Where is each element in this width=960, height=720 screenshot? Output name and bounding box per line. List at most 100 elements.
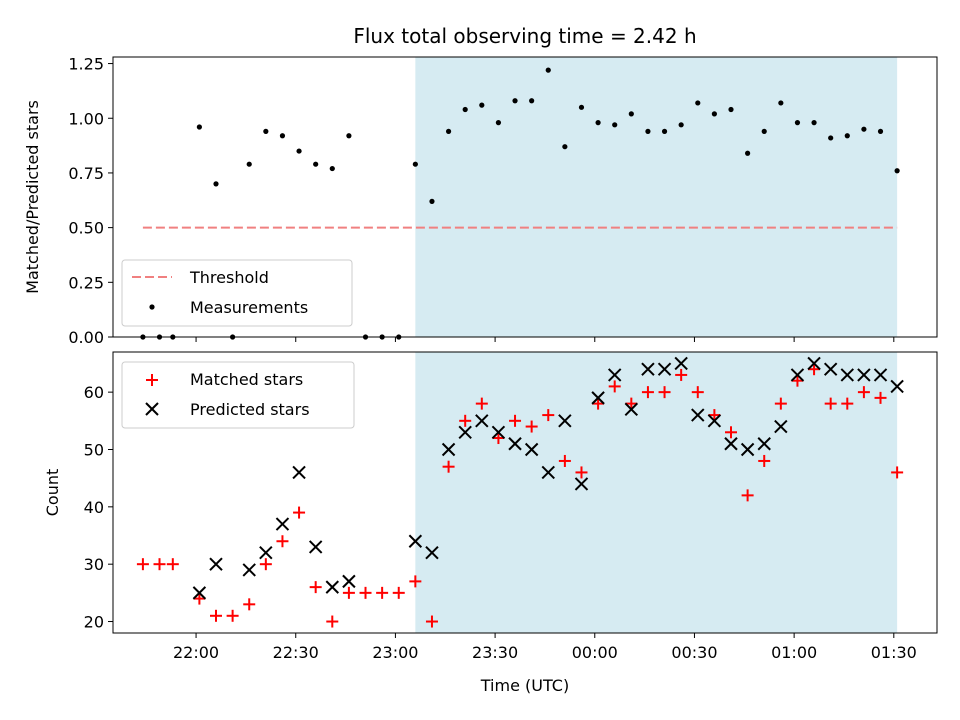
predicted-marker bbox=[508, 437, 522, 451]
predicted-marker bbox=[541, 465, 555, 480]
bottom-panel: 20 30 40 50 60 22:00 22:30 23:00 23:30 00:00 00:3… bbox=[43, 351, 938, 695]
measurement-point bbox=[828, 135, 834, 141]
top-y-tick-label: 1.00 bbox=[68, 109, 104, 128]
bottom-y-tick-label: 20 bbox=[84, 613, 104, 632]
matched-marker bbox=[136, 558, 149, 571]
x-tick-label: 00:00 bbox=[572, 643, 618, 662]
predicted-marker bbox=[857, 368, 871, 382]
measurement-point bbox=[728, 106, 734, 113]
predicted-marker bbox=[807, 356, 821, 371]
measurement-point bbox=[429, 198, 435, 204]
measurement-point bbox=[778, 100, 784, 106]
matched-marker bbox=[492, 432, 505, 445]
matched-marker bbox=[824, 397, 837, 410]
matched-marker bbox=[193, 592, 206, 605]
measurement-point bbox=[695, 100, 701, 106]
predicted-star-markers bbox=[192, 356, 904, 600]
measurement-point bbox=[745, 150, 751, 156]
top-legend: Threshold Measurements bbox=[121, 259, 353, 327]
predicted-marker bbox=[707, 414, 722, 428]
top-axes-frame bbox=[112, 56, 938, 338]
matched-star-markers bbox=[136, 363, 904, 628]
measurement-point bbox=[313, 161, 319, 167]
predicted-marker bbox=[757, 437, 771, 451]
matched-marker bbox=[376, 586, 389, 599]
measurement-point bbox=[545, 67, 551, 73]
predicted-marker bbox=[475, 414, 489, 428]
measurement-point bbox=[445, 128, 452, 134]
measurement-point bbox=[678, 122, 684, 128]
matched-marker bbox=[874, 391, 887, 404]
matched-marker bbox=[475, 397, 488, 410]
matched-marker bbox=[226, 609, 239, 622]
predicted-marker bbox=[691, 408, 705, 422]
bottom-y-axis-label: Count bbox=[43, 469, 62, 517]
measurement-point bbox=[761, 128, 767, 134]
measurement-point bbox=[512, 98, 518, 104]
measurement-point bbox=[296, 148, 302, 154]
matched-marker bbox=[276, 535, 289, 548]
chart-title: Flux total observing time = 2.42 h bbox=[353, 24, 696, 48]
predicted-marker bbox=[558, 414, 572, 428]
predicted-marker bbox=[275, 517, 290, 531]
predicted-marker bbox=[740, 442, 755, 457]
matched-marker bbox=[857, 386, 870, 399]
predicted-marker bbox=[441, 442, 456, 457]
matched-marker bbox=[525, 420, 538, 433]
matched-marker bbox=[153, 558, 166, 571]
top-y-tick-label: 0.75 bbox=[68, 164, 104, 183]
measurement-point bbox=[578, 104, 585, 110]
matched-marker bbox=[342, 586, 355, 599]
measurement-point bbox=[711, 111, 717, 117]
x-tick-label: 22:30 bbox=[273, 643, 319, 662]
predicted-marker bbox=[774, 419, 788, 434]
matched-marker bbox=[359, 586, 372, 599]
measurement-point bbox=[329, 165, 335, 172]
legend-matched-swatch bbox=[146, 374, 158, 386]
measurement-point bbox=[196, 124, 202, 130]
matched-marker bbox=[542, 409, 555, 422]
x-tick-label: 23:30 bbox=[472, 643, 518, 662]
predicted-marker bbox=[873, 368, 888, 382]
predicted-marker bbox=[657, 362, 672, 376]
measurement-point bbox=[877, 128, 884, 134]
top-y-ticks: 0.00 0.25 0.50 0.75 1.00 1.25 bbox=[68, 55, 113, 347]
measurement-point bbox=[645, 128, 651, 134]
measurement-point bbox=[263, 128, 269, 134]
bottom-legend: Matched stars Predicted stars bbox=[121, 361, 355, 429]
matched-marker bbox=[442, 460, 455, 473]
matched-marker bbox=[309, 581, 322, 594]
matched-marker bbox=[592, 397, 605, 410]
matched-marker bbox=[791, 374, 804, 387]
measurement-point bbox=[529, 98, 535, 104]
top-legend-box bbox=[121, 259, 353, 327]
top-y-tick-label: 0.25 bbox=[68, 273, 104, 292]
matched-marker bbox=[259, 558, 272, 571]
predicted-marker bbox=[209, 557, 223, 571]
matched-marker bbox=[741, 489, 754, 502]
bottom-axes-frame bbox=[112, 351, 938, 634]
legend-matched-label: Matched stars bbox=[190, 370, 303, 389]
predicted-marker bbox=[724, 437, 738, 451]
bottom-y-ticks: 20 30 40 50 60 bbox=[84, 383, 113, 632]
matched-marker bbox=[641, 386, 654, 399]
matched-marker bbox=[425, 615, 438, 628]
bottom-y-tick-label: 50 bbox=[84, 440, 104, 459]
matched-marker bbox=[166, 558, 179, 571]
top-y-tick-label: 0.00 bbox=[68, 328, 104, 347]
predicted-marker bbox=[425, 546, 439, 560]
predicted-marker bbox=[890, 379, 904, 394]
matched-marker bbox=[658, 386, 671, 399]
matched-marker bbox=[326, 615, 339, 628]
measurement-points bbox=[140, 67, 900, 340]
matched-marker bbox=[758, 454, 771, 467]
matched-marker bbox=[509, 414, 522, 427]
matched-marker bbox=[675, 368, 688, 381]
predicted-marker bbox=[242, 563, 256, 577]
measurement-point bbox=[861, 126, 867, 132]
legend-predicted-label: Predicted stars bbox=[190, 400, 310, 419]
predicted-marker bbox=[325, 580, 339, 594]
measurement-point bbox=[811, 120, 817, 126]
predicted-marker bbox=[608, 368, 622, 382]
